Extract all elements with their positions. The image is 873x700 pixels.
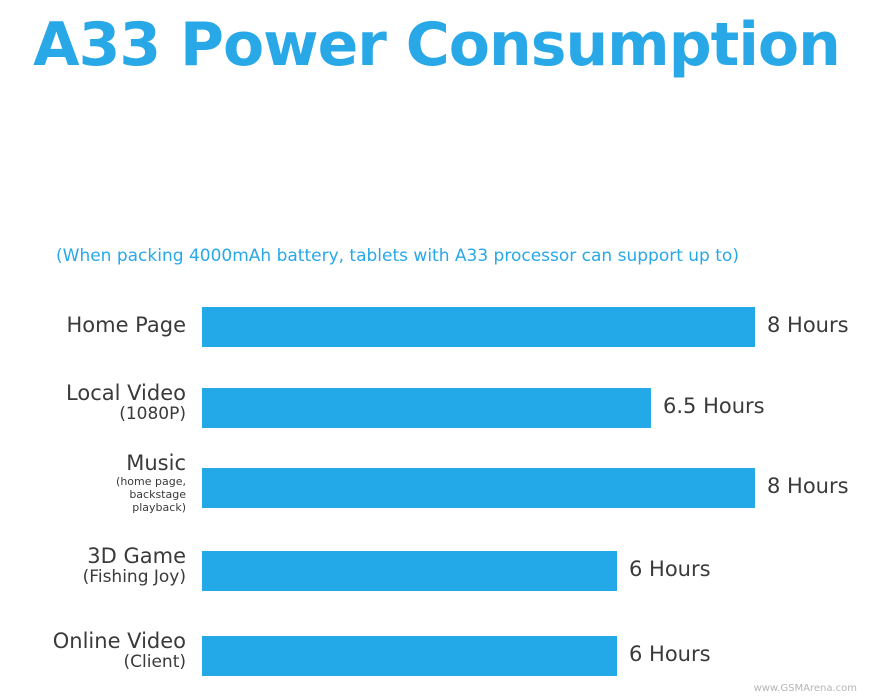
bar [202, 468, 755, 508]
bar-value-label: 8 Hours [767, 313, 849, 337]
bar-value-label: 6 Hours [629, 642, 711, 666]
bar [202, 551, 617, 591]
category-note: playback) [132, 501, 186, 515]
category-name: Online Video [52, 629, 186, 653]
category-label: Local Video (1080P) [0, 381, 186, 425]
category-name: Music [126, 451, 186, 475]
category-label: Online Video (Client) [0, 629, 186, 673]
category-name: Home Page [66, 313, 186, 337]
bar [202, 388, 651, 428]
category-subtitle: (Fishing Joy) [82, 567, 186, 588]
category-name: Local Video [66, 381, 186, 405]
category-note: (home page, [116, 475, 186, 489]
bar-value-label: 6.5 Hours [663, 394, 765, 418]
category-name: 3D Game [87, 544, 186, 568]
chart-title: A33 Power Consumption [33, 10, 841, 80]
category-label: Home Page [0, 313, 186, 337]
category-note: backstage [129, 488, 186, 502]
category-label: Music (home page, backstage playback) [0, 451, 186, 515]
category-label: 3D Game (Fishing Joy) [0, 544, 186, 588]
watermark: www.GSMArena.com [753, 683, 857, 694]
bar [202, 636, 617, 676]
category-subtitle: (1080P) [119, 404, 186, 425]
bar-value-label: 8 Hours [767, 474, 849, 498]
bar-value-label: 6 Hours [629, 557, 711, 581]
chart-subtitle: (When packing 4000mAh battery, tablets w… [56, 246, 739, 266]
category-subtitle: (Client) [123, 652, 186, 673]
bar [202, 307, 755, 347]
